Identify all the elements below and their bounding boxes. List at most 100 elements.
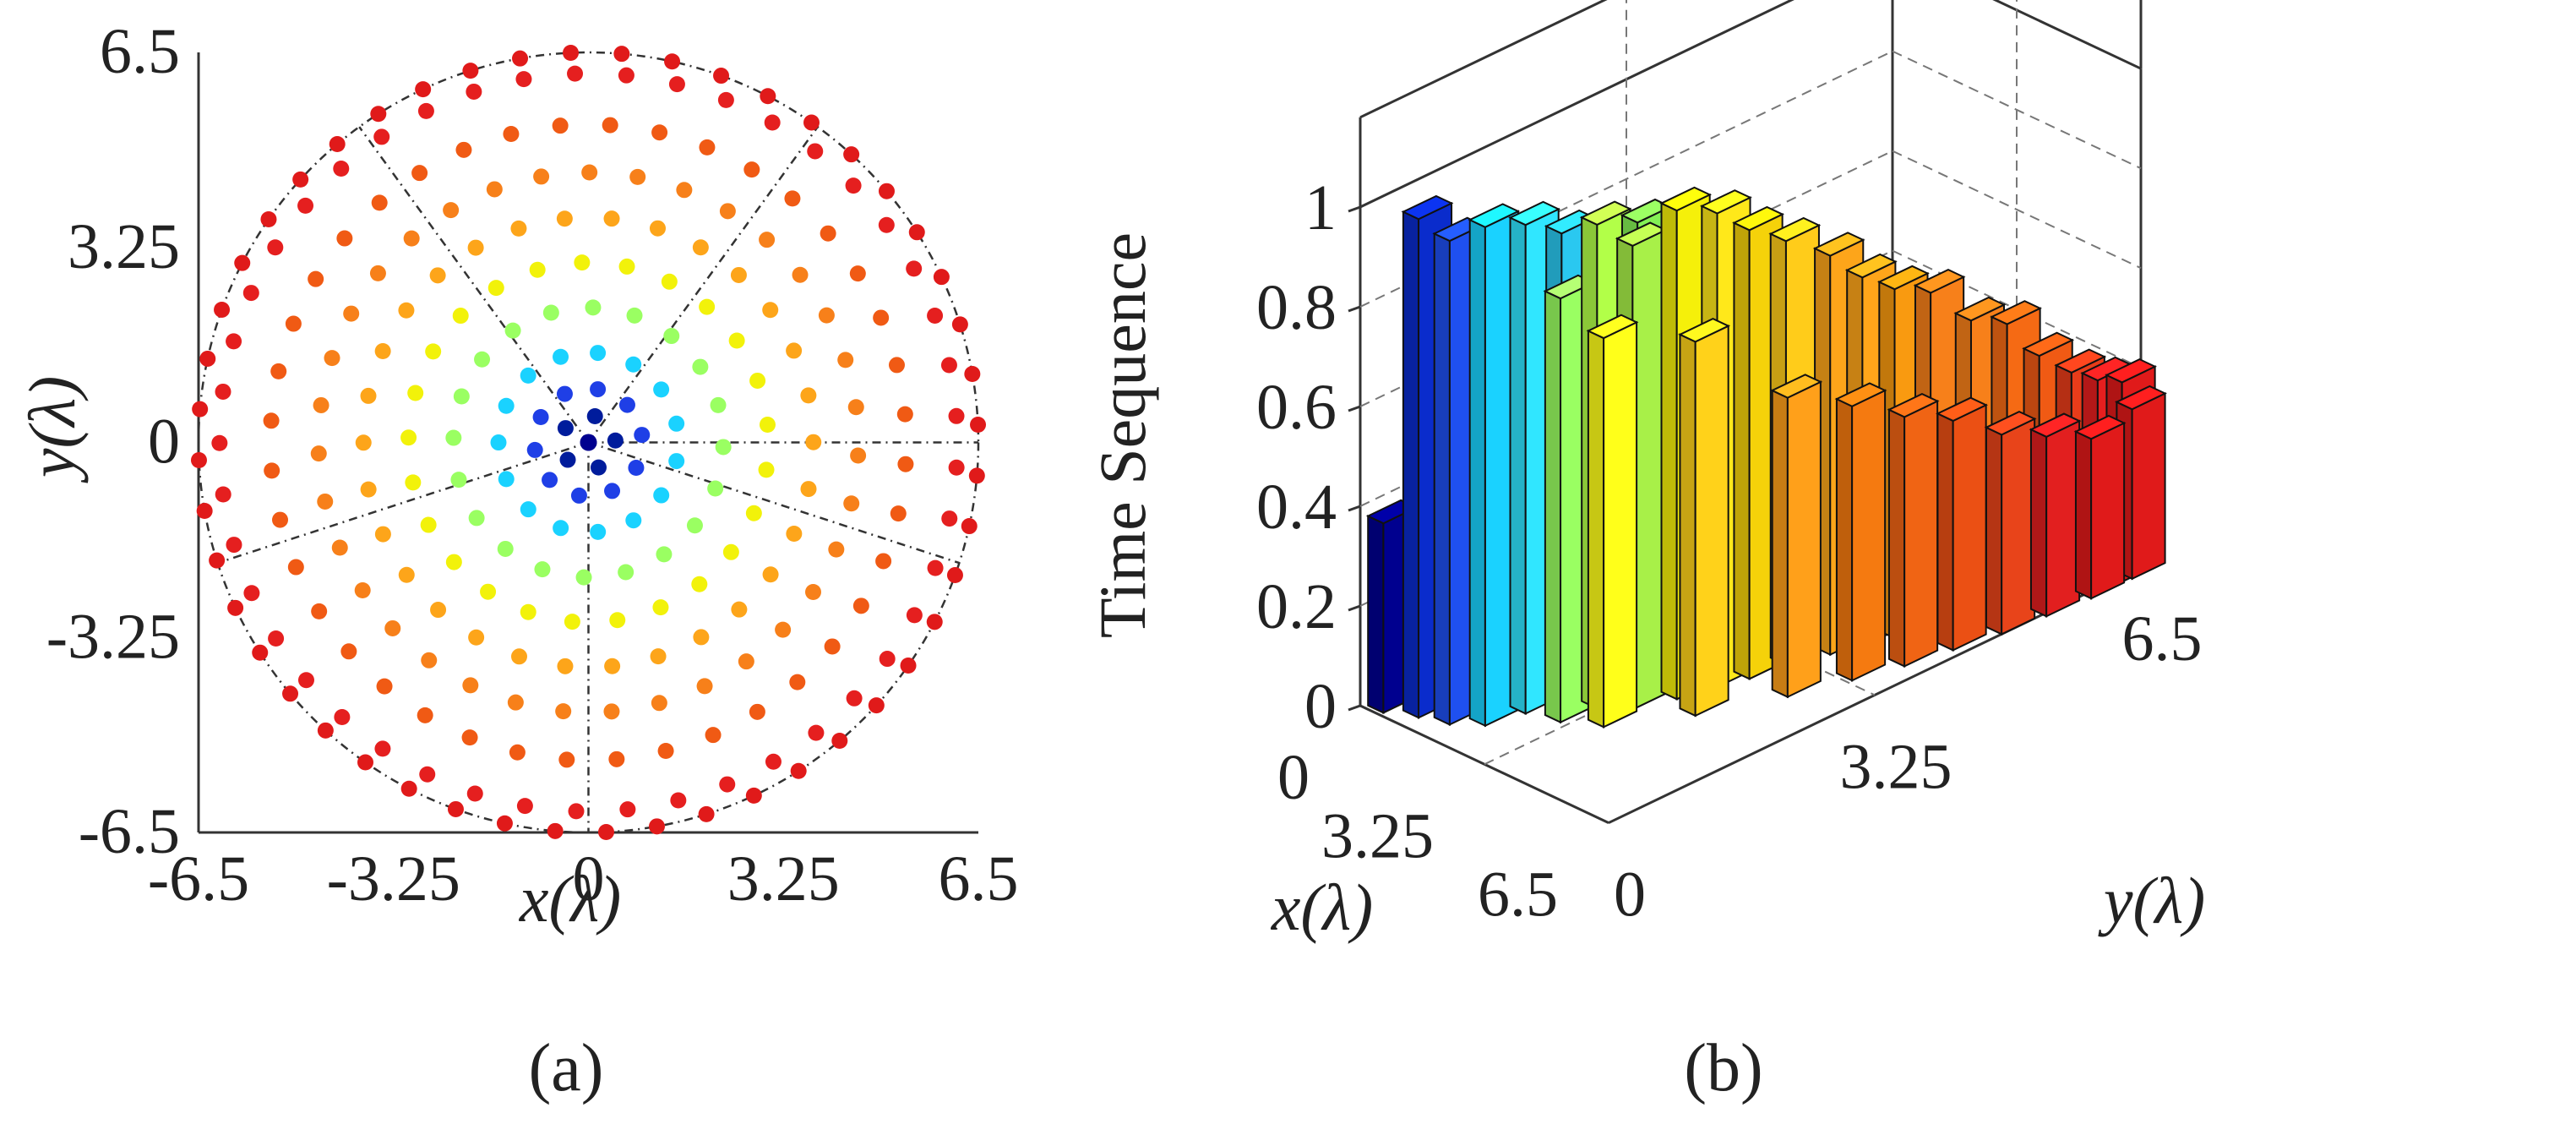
panel-a-point [607, 432, 624, 449]
panel-a-point [820, 225, 836, 242]
panel-a-point [285, 315, 302, 332]
panel-a-point [707, 480, 724, 497]
panel-a-point [668, 453, 685, 470]
panel-b-z-axis-label: Time Sequence [1086, 232, 1159, 638]
panel-a-point [563, 44, 580, 61]
panel-a-point [800, 481, 817, 498]
panel-a-point [804, 583, 821, 600]
panel-a-point [618, 564, 634, 581]
panel-a-point [968, 467, 985, 484]
panel-a-point [713, 68, 730, 85]
panel-b-bar-top [2022, 331, 2075, 357]
panel-a-point [547, 822, 564, 839]
panel-b-bar-side [1587, 329, 1605, 729]
panel-a-point [649, 220, 666, 237]
panel-a-point [764, 114, 781, 131]
panel-a-point [933, 269, 950, 286]
panel-a-point [653, 381, 670, 398]
panel-a-point [803, 114, 820, 131]
panel-a-point [852, 598, 869, 614]
panel-a-point [784, 190, 801, 207]
panel-a-point [603, 703, 620, 720]
panel-a-point [196, 502, 213, 519]
panel-a-point [873, 309, 890, 326]
panel-a-point [534, 561, 551, 578]
panel-a-point [515, 71, 532, 88]
panel-a-point [504, 322, 521, 339]
panel-b-bar-front [1603, 320, 1638, 729]
panel-b-bar-side [1468, 218, 1486, 728]
panel-a-point [927, 307, 944, 324]
panel-a-point [896, 406, 913, 423]
panel-a-point [331, 539, 348, 556]
panel-a-point [333, 160, 350, 177]
panel-a-point [270, 363, 287, 379]
panel-a-point [879, 651, 896, 668]
panel-a-point [267, 239, 284, 256]
panel-a-y-tick-label: 6.5 [100, 16, 180, 87]
panel-a-point [555, 703, 572, 720]
panel-a-point [728, 332, 745, 349]
panel-a-point [462, 677, 479, 694]
panel-b-3d-bar-chart: 00.20.40.60.81 03.256.5 03.256.5 Time Se… [1086, 0, 2205, 1105]
panel-a-point [567, 65, 584, 82]
panel-a-point [906, 607, 923, 624]
panel-a-point [215, 486, 231, 503]
panel-b-bar-front [1694, 325, 1729, 718]
panel-a-point [227, 599, 244, 616]
panel-a-point [260, 211, 277, 228]
panel-a-point [668, 76, 685, 93]
panel-a-point [398, 566, 415, 583]
panel-b-bar-top [1508, 200, 1561, 226]
panel-a-point [693, 629, 710, 646]
panel-a-point [310, 445, 327, 462]
panel-a-point [268, 630, 285, 647]
panel-b-z-tick-mark [1348, 704, 1361, 712]
panel-a-point [211, 434, 228, 451]
panel-a-point [411, 165, 428, 182]
panel-b-bar-top [1768, 216, 1822, 243]
panel-a-point [618, 396, 635, 413]
panel-a-point [376, 678, 393, 695]
panel-a-point [452, 308, 469, 325]
panel-a-scatter-plot: -6.5 -3.25 0 3.25 6.5 -6.5 -3.25 0 3.25 6.5 x(λ)… [15, 16, 1019, 1105]
panel-a-point [354, 582, 371, 599]
panel-a-point [209, 552, 226, 569]
panel-a-point [927, 559, 944, 576]
panel-b-y-axis-label: y(λ) [2098, 864, 2205, 937]
panel-a-point [661, 273, 678, 290]
panel-a-point [590, 523, 607, 540]
panel-b-bar-side [2029, 428, 2048, 618]
panel-a-point [234, 254, 251, 271]
panel-a-point [775, 621, 792, 638]
panel-b-bar [1834, 382, 1887, 682]
panel-a-point [940, 357, 957, 374]
panel-a-point [360, 387, 377, 404]
panel-b-bar-top [1659, 186, 1713, 212]
panel-a-point [818, 307, 835, 324]
panel-a-point [533, 168, 550, 185]
panel-a-point [420, 516, 437, 533]
panel-a-point [807, 143, 824, 160]
panel-a-point [340, 643, 357, 660]
panel-a-point [360, 481, 377, 498]
panel-a-point [445, 429, 462, 446]
panel-a-point [625, 356, 642, 373]
panel-b-bar [1678, 317, 1731, 718]
panel-a-point [357, 754, 374, 771]
panel-b-z-tick-label: 0.6 [1256, 372, 1337, 443]
panel-a-point [417, 707, 433, 723]
panel-a-point [717, 91, 734, 108]
panel-a-point [529, 261, 546, 278]
panel-a-point [651, 124, 668, 141]
panel-a-y-tick-label: -6.5 [79, 796, 180, 867]
panel-a-point [263, 412, 280, 429]
panel-b-bar [2029, 412, 2082, 618]
panel-a-point [951, 316, 968, 333]
panel-a-point [715, 439, 732, 456]
panel-a-point [652, 599, 669, 616]
panel-a-point [964, 366, 981, 383]
panel-b-bar-top [1579, 200, 1632, 226]
panel-a-point [355, 434, 372, 451]
panel-a-point [890, 505, 907, 522]
